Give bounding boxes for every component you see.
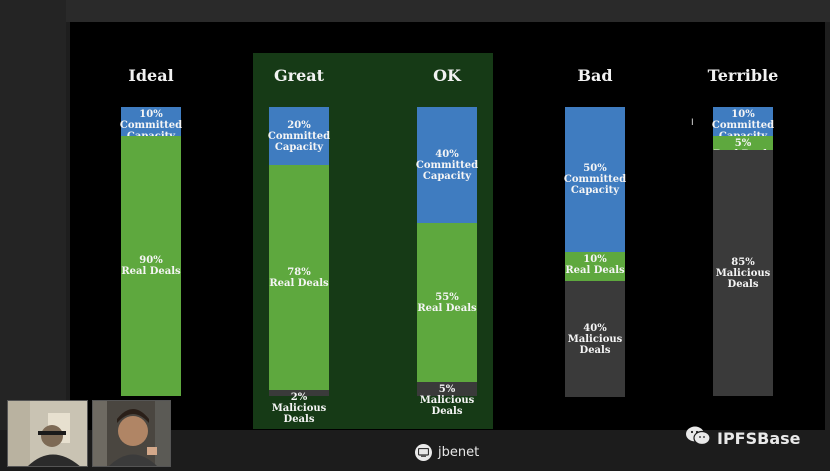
segment-percent: 10%: [583, 254, 607, 265]
segment-label: Malicious: [271, 403, 327, 414]
sidebar-background: [0, 0, 66, 471]
segment-label: Deals: [283, 414, 315, 425]
segment-label: Real Deals: [269, 277, 329, 289]
segment-malicious-deals: 5% Malicious Deals: [417, 382, 477, 417]
segment-real-deals: 90% Real Deals: [121, 136, 181, 396]
segment-percent: 90%: [139, 255, 163, 266]
segment-label: Committed: [563, 174, 627, 185]
segment-percent: 50%: [583, 163, 607, 174]
segment-real-deals: 55% Real Deals: [417, 223, 477, 382]
segment-label: Real Deals: [417, 302, 477, 314]
segment-label: Malicious: [567, 333, 623, 345]
top-bar: [66, 0, 830, 22]
segment-label: Real Deals: [121, 266, 181, 277]
bar-bad: 50% Committed Capacity 10% Real Deals 40% Mali…: [563, 107, 627, 397]
wechat-icon: [685, 425, 711, 451]
watermark: IPFSBase: [685, 425, 801, 451]
segment-percent: 10%: [731, 109, 755, 120]
segment-label: Capacity: [274, 141, 324, 153]
segment-label: Malicious: [715, 267, 771, 279]
segment-label: Capacity: [570, 185, 620, 196]
segment-percent: 20%: [287, 119, 311, 131]
segment-committed-capacity: 50% Committed Capacity: [563, 107, 627, 252]
segment-malicious-deals: 40% Malicious Deals: [565, 281, 625, 397]
segment-label: Capacity: [422, 170, 472, 182]
segment-label: Committed: [415, 159, 479, 171]
segment-real-deals: 5%Real Deals: [713, 136, 773, 160]
column-title-great: Great: [273, 66, 325, 85]
segment-label: Deals: [727, 278, 759, 290]
segment-percent: 78%: [287, 266, 311, 278]
participant-video-1: [8, 401, 87, 466]
column-title-terrible: Terrible: [707, 66, 779, 85]
segment-percent: 40%: [435, 148, 459, 160]
column-title-bad: Bad: [577, 66, 613, 85]
bar-ideal: 10%CommittedCapacity90%Real Deals: [119, 107, 183, 396]
segment-percent: 40%: [583, 322, 607, 334]
segment-real-deals: 10% Real Deals: [565, 252, 625, 281]
screen-share-icon: [415, 444, 432, 461]
presenter-name: jbenet: [438, 445, 480, 460]
video-tile-1[interactable]: [7, 400, 88, 467]
segment-label: Malicious: [419, 395, 475, 406]
presenter-label: jbenet: [415, 444, 479, 461]
segment-label: Deals: [579, 344, 611, 356]
text-cursor-icon: I: [691, 118, 694, 128]
segment-percent: 55%: [435, 291, 459, 303]
column-title-ok: OK: [433, 66, 461, 85]
segment-percent: 85%: [731, 256, 755, 268]
video-tile-2[interactable]: [92, 400, 171, 467]
segment-malicious-deals: 85% Malicious Deals: [713, 150, 773, 396]
segment-label: Deals: [431, 406, 463, 417]
segment-percent: 2%: [290, 392, 308, 403]
segment-percent: 5%: [734, 138, 752, 149]
bar-great: 20% Committed Capacity 78% Real Deals 2% Malic…: [267, 107, 331, 425]
segment-real-deals: 78% Real Deals: [269, 165, 329, 390]
segment-label: Committed: [267, 130, 331, 142]
segment-committed-capacity: 40% Committed Capacity: [415, 107, 479, 223]
segment-label: Real Deals: [565, 265, 625, 276]
participant-video-2: [93, 401, 170, 466]
segment-percent: 5%: [438, 384, 456, 395]
segment-malicious-deals: 2% Malicious Deals: [269, 390, 329, 425]
bar-ok: 40% Committed Capacity 55% Real Deals 5% Malic…: [415, 107, 479, 417]
watermark-text: IPFSBase: [717, 428, 801, 448]
segment-percent: 10%: [139, 109, 163, 120]
column-title-ideal: Ideal: [128, 66, 174, 85]
segment-label: Committed: [711, 120, 775, 131]
segment-label: Committed: [119, 120, 183, 131]
segment-committed-capacity: 20% Committed Capacity: [267, 107, 331, 165]
